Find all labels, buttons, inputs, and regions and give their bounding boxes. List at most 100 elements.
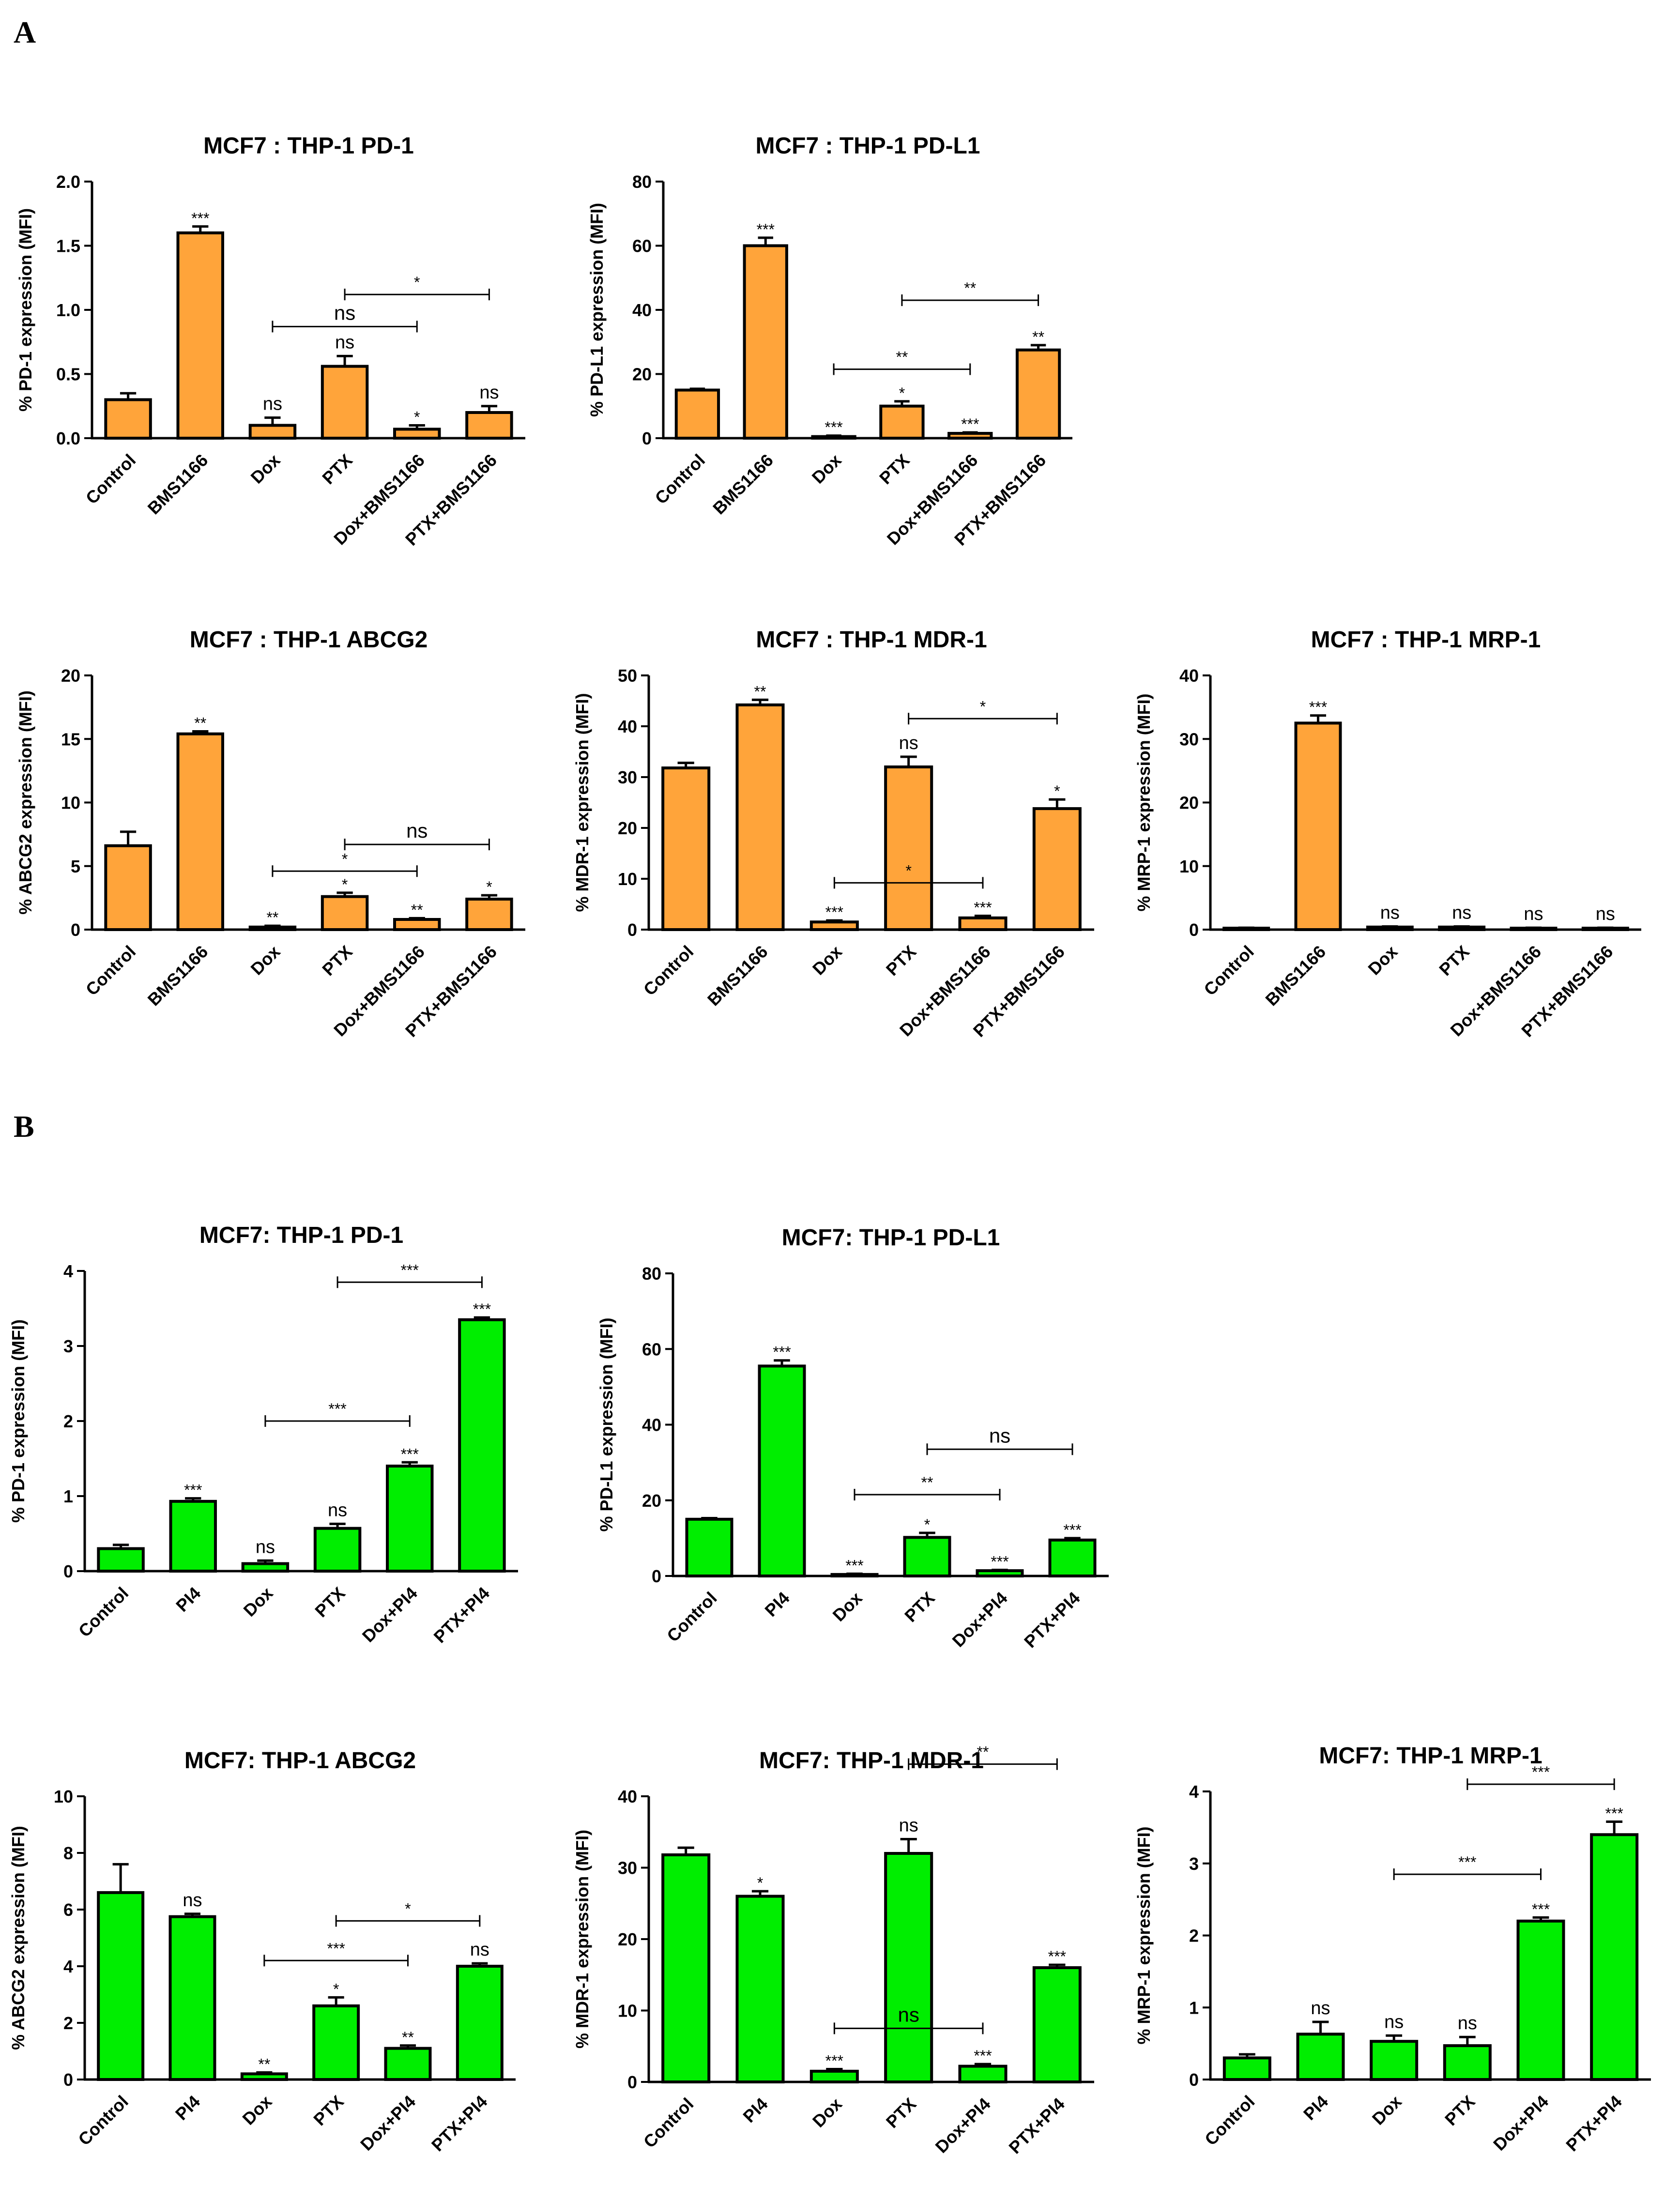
- y-axis-label: % PD-L1 expression (MFI): [596, 1317, 616, 1531]
- y-tick-label: 0.0: [56, 428, 80, 448]
- significance-label: ***: [473, 1300, 491, 1318]
- y-tick-label: 10: [54, 1787, 73, 1806]
- y-tick-label: 2.0: [56, 172, 80, 192]
- significance-label: ns: [1596, 904, 1615, 924]
- bar-dox+pi4: [1516, 1919, 1565, 2081]
- bracket-label: **: [977, 1743, 989, 1761]
- bar-ptx+bms1166: [465, 411, 513, 440]
- significance-label: *: [899, 384, 905, 402]
- chart-title: MCF7: THP-1 PD-1: [199, 1223, 403, 1248]
- y-tick-label: 1: [63, 1486, 73, 1506]
- bracket-label: ns: [406, 819, 428, 842]
- y-axis-label: % PD-1 expression (MFI): [15, 208, 35, 412]
- panel-letter-b: B: [14, 1109, 34, 1144]
- y-tick-label: 40: [642, 1415, 661, 1435]
- chart-title: MCF7: THP-1 MDR-1: [759, 1748, 984, 1774]
- bar-ptx+pi4: [456, 1965, 504, 2081]
- y-tick-label: 30: [618, 1858, 637, 1878]
- significance-label: ns: [183, 1890, 202, 1911]
- significance-label: ***: [773, 1344, 791, 1361]
- y-tick-label: 4: [1189, 1782, 1199, 1802]
- y-tick-label: 0: [1189, 920, 1199, 940]
- bracket-label: ***: [1458, 1853, 1476, 1871]
- panel-letter-a: A: [14, 15, 36, 49]
- bar-dox: [248, 424, 297, 440]
- bar-dox: [809, 920, 859, 931]
- y-tick-label: 60: [642, 1339, 661, 1359]
- y-tick-label: 10: [61, 793, 80, 813]
- bar-ptx: [312, 2004, 360, 2081]
- significance-label: **: [402, 2029, 414, 2046]
- significance-label: ns: [470, 1940, 489, 1960]
- bar-dox: [809, 2069, 859, 2083]
- y-tick-label: 2: [1189, 1926, 1199, 1946]
- y-tick-label: 15: [61, 729, 80, 749]
- y-tick-label: 0: [63, 1561, 73, 1581]
- y-tick-label: 3: [1189, 1854, 1199, 1874]
- chart-4: MCF7 : THP-1 MDR-1 % MDR-1 expression (MF…: [572, 627, 1094, 1041]
- bar-bms1166: [1294, 721, 1342, 931]
- chart-title: MCF7: THP-1 ABCG2: [184, 1748, 416, 1774]
- y-tick-label: 1.0: [56, 300, 80, 320]
- significance-label: ***: [845, 1557, 863, 1574]
- significance-label: ***: [757, 221, 775, 238]
- bar-dox+bms1166: [958, 916, 1008, 931]
- bar-dox+pi4: [386, 1465, 434, 1573]
- bar-ptx: [884, 765, 933, 931]
- y-tick-label: 40: [618, 717, 637, 736]
- y-tick-label: 0: [627, 920, 637, 940]
- significance-label: ns: [899, 733, 918, 753]
- significance-label: ***: [1063, 1521, 1081, 1539]
- significance-label: ***: [974, 899, 992, 917]
- y-tick-label: 0: [1189, 2070, 1199, 2090]
- significance-label: *: [342, 876, 348, 893]
- bar-bms1166: [176, 231, 224, 440]
- y-tick-label: 0: [627, 2072, 637, 2092]
- bar-ptx+bms1166: [1015, 348, 1061, 440]
- y-tick-label: 20: [618, 818, 637, 838]
- significance-label: *: [414, 409, 420, 426]
- significance-label: ns: [328, 1500, 347, 1520]
- significance-label: **: [411, 901, 423, 918]
- significance-label: ns: [1452, 902, 1471, 923]
- significance-label: *: [757, 1874, 763, 1892]
- significance-label: ns: [479, 382, 499, 403]
- bar-ptx+pi4: [1032, 1966, 1082, 2083]
- bracket-label: ***: [328, 1400, 346, 1418]
- bar-dox+pi4: [958, 2065, 1008, 2083]
- y-tick-label: 80: [642, 1264, 661, 1284]
- y-axis-label: % MDR-1 expression (MFI): [572, 1830, 592, 2049]
- significance-label: ***: [191, 210, 209, 227]
- bracket-label: ***: [1532, 1763, 1550, 1781]
- significance-label: ***: [825, 2052, 843, 2069]
- significance-label: ns: [1384, 2012, 1404, 2032]
- bracket-label: *: [980, 698, 986, 715]
- significance-label: ***: [184, 1482, 202, 1499]
- bar-pi4: [168, 1915, 216, 2081]
- bar-ptx: [321, 895, 369, 931]
- bar-bms1166: [176, 732, 224, 931]
- bracket-label: ns: [898, 2003, 919, 2026]
- bar-dox: [241, 1562, 290, 1573]
- bar-dox+pi4: [976, 1569, 1024, 1577]
- bar-dox+bms1166: [947, 432, 993, 440]
- y-tick-label: 0: [71, 920, 80, 940]
- significance-label: **: [1032, 328, 1044, 346]
- bracket-label: *: [342, 850, 348, 868]
- y-tick-label: 1: [1189, 1998, 1199, 2018]
- y-tick-label: 50: [618, 666, 637, 686]
- bar-dox: [1370, 2040, 1419, 2081]
- significance-label: ns: [256, 1537, 275, 1557]
- significance-label: ***: [1532, 1900, 1550, 1918]
- significance-label: ns: [1524, 904, 1543, 924]
- significance-label: ***: [1048, 1948, 1066, 1965]
- y-tick-label: 30: [1179, 729, 1199, 749]
- bar-pi4: [735, 1895, 785, 2083]
- significance-label: ***: [825, 419, 842, 436]
- bar-dox: [240, 2072, 288, 2081]
- y-tick-label: 40: [618, 1787, 637, 1806]
- bar-pi4: [1296, 2033, 1345, 2081]
- bar-control: [674, 388, 720, 440]
- significance-label: *: [333, 1980, 339, 1998]
- y-tick-label: 20: [632, 365, 652, 384]
